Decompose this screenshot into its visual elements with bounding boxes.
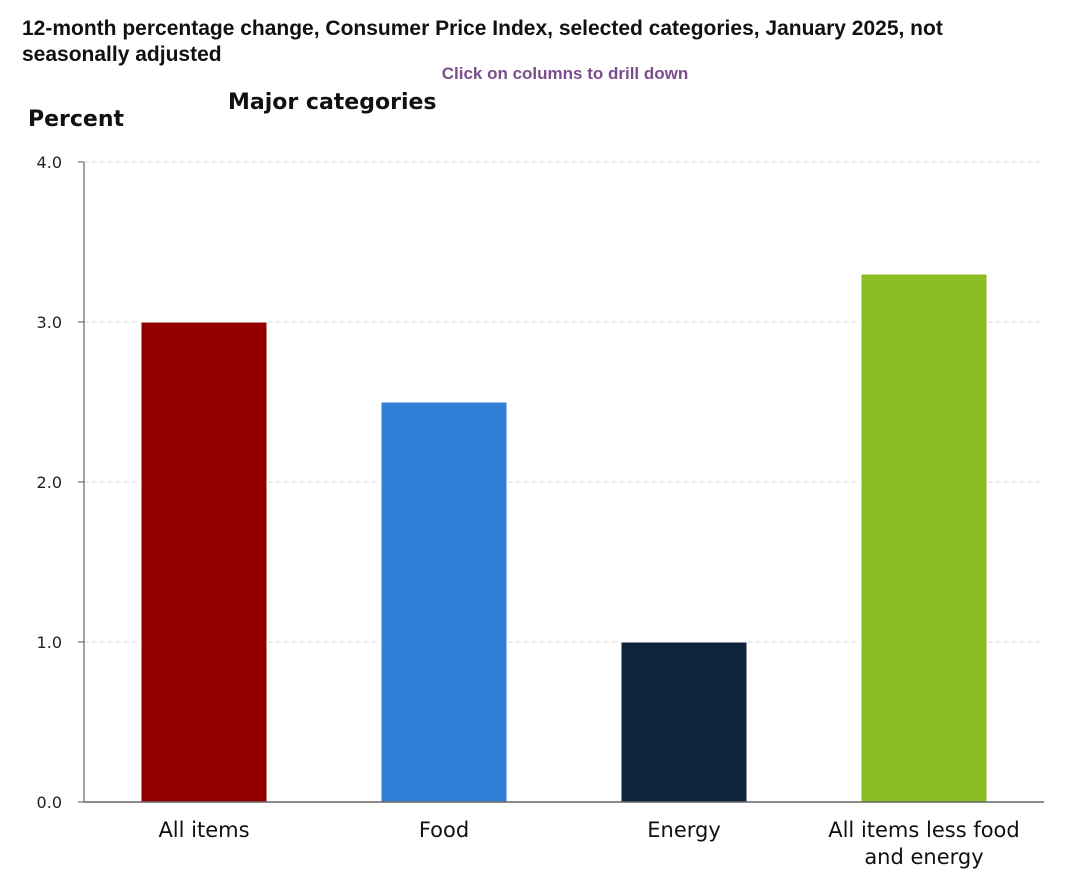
x-tick-label: All items	[158, 818, 249, 842]
x-tick-label: Energy	[647, 818, 721, 842]
bar[interactable]	[140, 321, 268, 803]
bar[interactable]	[380, 401, 508, 803]
y-tick-label: 1.0	[37, 633, 62, 652]
y-tick-label: 3.0	[37, 313, 62, 332]
bars[interactable]	[140, 273, 988, 803]
x-tick-label: All items less food	[828, 818, 1020, 842]
axes: 0.0 1.0 2.0 3.0 4.0	[37, 153, 1044, 812]
y-tick-label: 0.0	[37, 793, 62, 812]
bar[interactable]	[620, 641, 748, 803]
y-axis-label: Percent	[28, 107, 125, 132]
category-labels: All items Food Energy All items less food an…	[158, 818, 1019, 869]
x-tick-label: and energy	[864, 845, 983, 869]
x-tick-label: Food	[419, 818, 469, 842]
bar[interactable]	[860, 273, 988, 803]
chart-title: 12-month percentage change, Consumer Pri…	[22, 17, 943, 66]
drill-down-hint: Click on columns to drill down	[441, 64, 689, 83]
chart-subtitle: Major categories	[228, 90, 437, 115]
y-tick-label: 2.0	[37, 473, 62, 492]
y-tick-label: 4.0	[37, 153, 62, 172]
